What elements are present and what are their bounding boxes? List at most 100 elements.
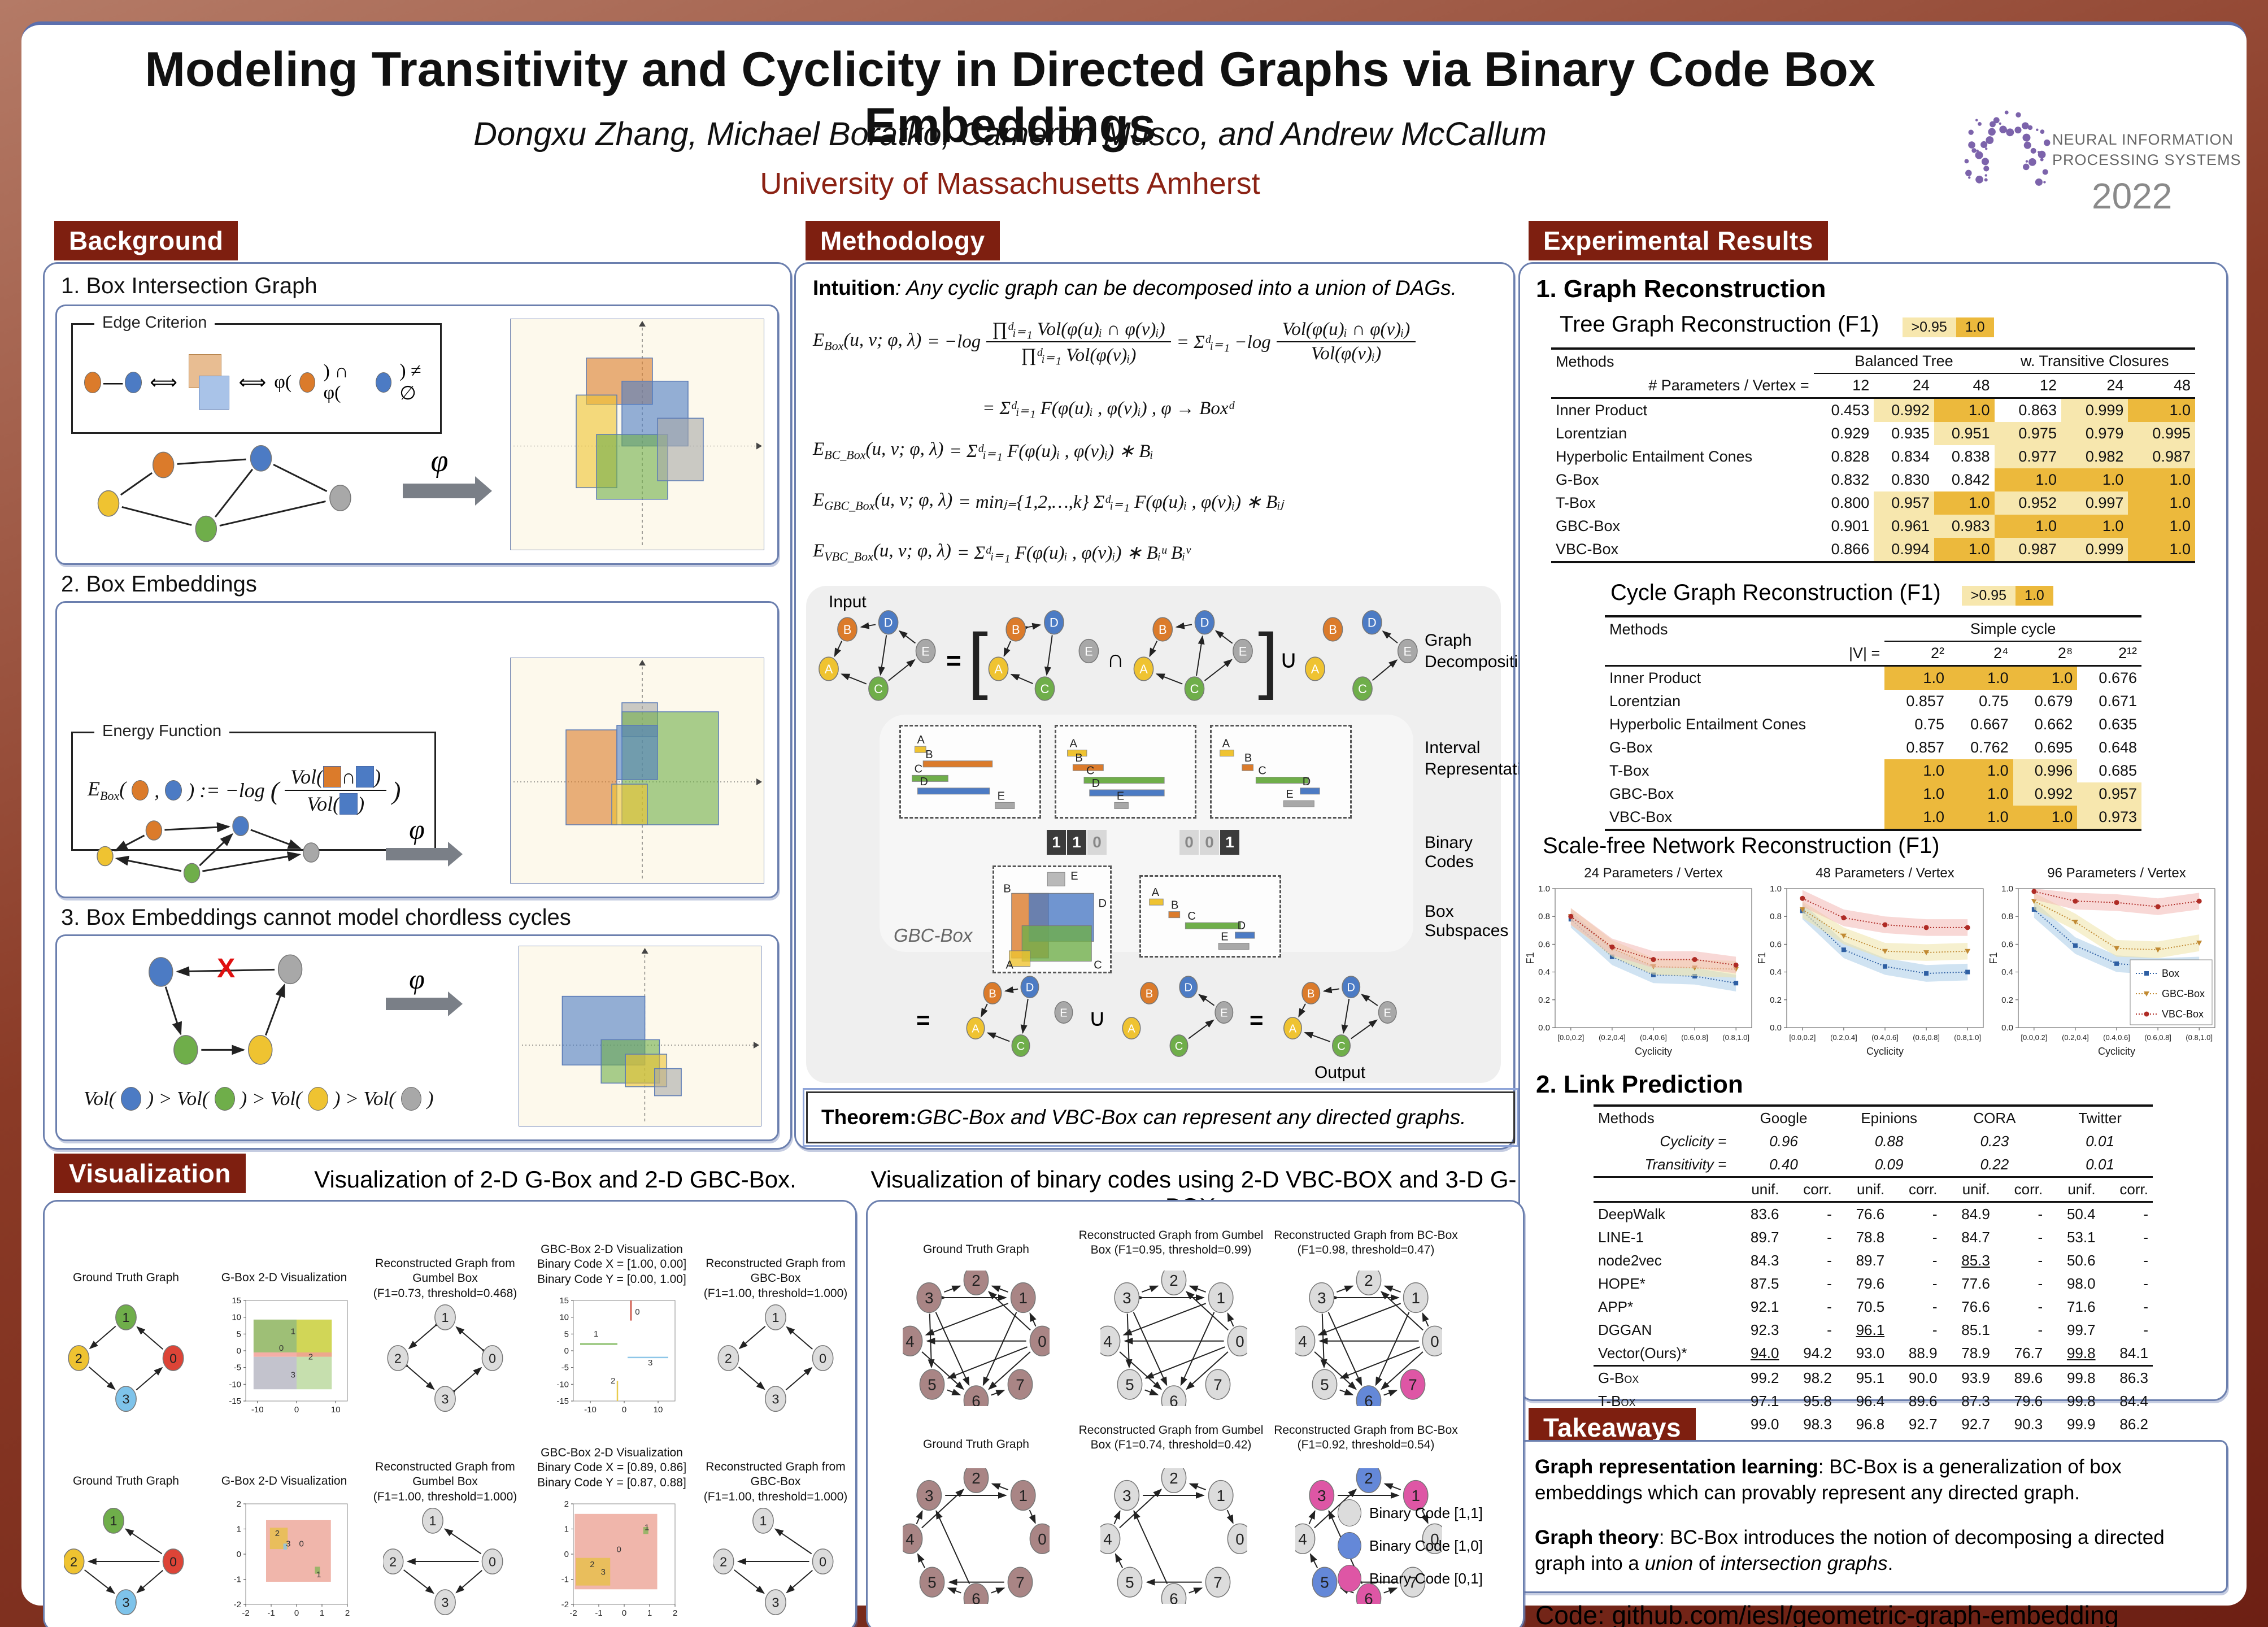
legend-10: 1.0 xyxy=(2015,586,2053,606)
legend-node-icon xyxy=(1338,1565,1361,1592)
svg-text:C: C xyxy=(1094,959,1102,971)
phi-symbol: φ xyxy=(409,963,425,995)
formula-seg: ) ≠ ∅ xyxy=(399,360,421,404)
svg-text:3: 3 xyxy=(442,1392,449,1407)
svg-text:0: 0 xyxy=(622,1405,626,1415)
results-panel: 1. Graph Reconstruction Tree Graph Recon… xyxy=(1518,262,2228,1460)
svg-text:0: 0 xyxy=(294,1608,299,1618)
binary-code-chip: 1 xyxy=(1067,830,1086,855)
svg-text:(0.2,0.4]: (0.2,0.4] xyxy=(2062,1033,2089,1042)
svg-text:E: E xyxy=(1383,1007,1391,1019)
svg-text:[0.0,0.2]: [0.0,0.2] xyxy=(1789,1033,1816,1042)
svg-text:NEURAL INFORMATION: NEURAL INFORMATION xyxy=(2052,131,2234,148)
tree-table-title: Tree Graph Reconstruction (F1) >0.95 1.0 xyxy=(1560,312,1994,337)
svg-text:5: 5 xyxy=(928,1574,936,1591)
formula-seg: = −log xyxy=(927,331,981,352)
svg-text:1: 1 xyxy=(320,1608,324,1618)
decomposition-graph-3: B D E A C xyxy=(1305,610,1418,701)
svg-text:4: 4 xyxy=(1103,1333,1112,1350)
svg-text:D: D xyxy=(884,616,893,630)
iff-symbol: ⟺ xyxy=(150,372,177,393)
binary-code-chip: 0 xyxy=(1087,830,1107,855)
blue-box-icon xyxy=(339,793,358,815)
code-link[interactable]: Code: github.com/iesl/geometric-graph-em… xyxy=(1535,1600,2119,1627)
formula-seg: ) xyxy=(374,765,381,788)
svg-text:Cyclicity: Cyclicity xyxy=(1635,1046,1672,1057)
svg-text:-15: -15 xyxy=(229,1397,241,1406)
equation-bcbox: EBC_Box(u, v; φ, λ) = Σᵈᵢ₌₁ F(φ(u)ᵢ , φ(… xyxy=(813,439,1153,463)
interval-representations-label: Interval Representations xyxy=(1425,738,1548,778)
svg-text:A: A xyxy=(825,662,833,676)
viz-octagon-bcbox-graph: 2 1 0 7 6 5 4 3 xyxy=(1295,1271,1442,1406)
link-prediction-title: 2. Link Prediction xyxy=(1536,1071,1743,1098)
orange-node-icon xyxy=(299,372,316,393)
svg-text:3: 3 xyxy=(1317,1289,1326,1307)
svg-text:0.2: 0.2 xyxy=(1770,995,1782,1005)
viz-recon-gbc-graph: 1 2 0 3 xyxy=(713,1508,834,1615)
viz-cell-title: Ground Truth Graph xyxy=(923,1243,1029,1256)
svg-text:[0.0,0.2]: [0.0,0.2] xyxy=(2021,1033,2047,1042)
svg-text:0: 0 xyxy=(169,1351,177,1365)
svg-text:B: B xyxy=(1012,623,1020,637)
equals-symbol: = xyxy=(946,646,961,675)
svg-text:D: D xyxy=(1026,981,1034,994)
svg-text:E: E xyxy=(1403,644,1412,658)
output-graph: B D E A C xyxy=(1283,976,1397,1057)
equation-ebox: EBox(u, v; φ, λ) = −log ∏ᵈᵢ₌₁ Vol(φ(u)ᵢ … xyxy=(813,317,1416,366)
svg-text:2: 2 xyxy=(389,1554,397,1569)
svg-text:D: D xyxy=(1238,920,1246,932)
bg-edge-criterion-label: Edge Criterion xyxy=(94,314,215,332)
legend-node-icon xyxy=(1338,1499,1361,1526)
svg-text:0.0: 0.0 xyxy=(1538,1023,1550,1033)
theorem-box: Theorem: GBC-Box and VBC-Box can represe… xyxy=(803,1088,1518,1147)
svg-text:3: 3 xyxy=(123,1595,130,1610)
formula-seg: E xyxy=(88,777,100,801)
binary-code-chip: 1 xyxy=(1220,830,1239,855)
svg-text:0: 0 xyxy=(635,1307,639,1317)
svg-text:C: C xyxy=(1358,682,1367,696)
viz-right-title: Visualization of binary codes using 2-D … xyxy=(870,1166,1517,1220)
svg-text:(0.2,0.4]: (0.2,0.4] xyxy=(1830,1033,1857,1042)
formula-seg: = Σᵈᵢ₌₁ −log xyxy=(1176,332,1271,353)
viz-left-title: Visualization of 2-D G-Box and 2-D GBC-B… xyxy=(314,1166,796,1193)
svg-text:-1: -1 xyxy=(234,1575,241,1585)
svg-text:1: 1 xyxy=(1411,1289,1420,1307)
svg-text:3: 3 xyxy=(442,1595,449,1610)
svg-text:-10: -10 xyxy=(251,1405,264,1415)
legend-label: Binary Code [1,1] xyxy=(1369,1504,1483,1521)
table-row: G-Box 0.832 0.830 0.842 1.0 1.0 1.0 xyxy=(1551,468,2195,491)
svg-text:0: 0 xyxy=(237,1346,241,1356)
svg-text:2: 2 xyxy=(1169,1272,1178,1289)
scalefree-charts: 24 Parameters / Vertex 0.0 0.2 0.4 0.6 0.8 1.0… xyxy=(1526,864,2221,1062)
viz-cell-title: G-Box 2-D Visualization xyxy=(221,1474,347,1487)
formula-seg: ) > Vol( xyxy=(147,1087,209,1110)
svg-text:A: A xyxy=(1152,886,1160,899)
svg-text:0.8: 0.8 xyxy=(2001,912,2013,921)
svg-text:3: 3 xyxy=(291,1370,295,1380)
viz-cell-title: Reconstructed Graph from Gumbel Box (F1=0… xyxy=(373,1257,517,1300)
phi-symbol: φ xyxy=(430,443,449,478)
graph-reconstruction-title: 1. Graph Reconstruction xyxy=(1536,275,1826,303)
output-label: Output xyxy=(1314,1063,1366,1082)
section-header-visualization: Visualization xyxy=(54,1154,246,1193)
svg-text:24 Parameters / Vertex: 24 Parameters / Vertex xyxy=(1584,865,1722,881)
svg-text:(0.8,1.0]: (0.8,1.0] xyxy=(2186,1033,2213,1042)
box-subspaces-label: Box Subspaces xyxy=(1425,902,1509,940)
table-row: G-Box 0.857 0.762 0.695 0.648 xyxy=(1609,739,2137,756)
svg-text:C: C xyxy=(1041,682,1050,696)
poster-affiliation: University of Massachusetts Amherst xyxy=(760,167,1260,201)
svg-text:0: 0 xyxy=(1038,1333,1046,1350)
svg-text:7: 7 xyxy=(1408,1376,1417,1394)
svg-text:2: 2 xyxy=(972,1469,980,1487)
svg-text:(0.4,0.6]: (0.4,0.6] xyxy=(1871,1033,1899,1042)
svg-text:0: 0 xyxy=(564,1550,569,1559)
formula-seg: ) := −log xyxy=(188,779,265,802)
takeaways-panel: Graph representation learning: BC-Box is… xyxy=(1518,1440,2228,1593)
svg-text:B: B xyxy=(1329,623,1337,637)
viz-cell-title: Ground Truth Graph xyxy=(923,1438,1029,1451)
